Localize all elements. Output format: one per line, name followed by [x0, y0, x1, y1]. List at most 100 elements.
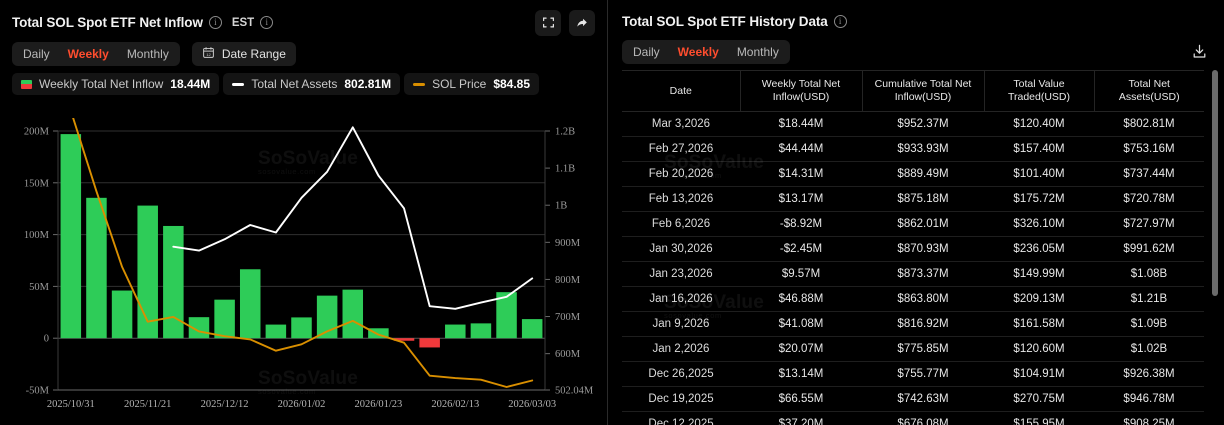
date-range-label: Date Range [221, 47, 286, 61]
table-tab-monthly[interactable]: Monthly [736, 44, 779, 59]
table-row[interactable]: Jan 23,2026 $9.57M $873.37M $149.99M $1.08B [622, 261, 1204, 288]
cell-cumulative-net-inflow: $775.85M [862, 336, 984, 363]
chart-panel: Total SOL Spot ETF Net Inflow i EST i Da… [0, 0, 608, 425]
bar-2026/02/13[interactable] [445, 324, 466, 339]
col-header-date[interactable]: Date [622, 70, 740, 113]
cell-date: Mar 3,2026 [622, 111, 740, 138]
bar-2025/12/19[interactable] [239, 269, 261, 339]
cell-total-value-traded: $120.40M [984, 111, 1094, 138]
tab-weekly[interactable]: Weekly [67, 47, 109, 61]
tab-daily[interactable]: Daily [23, 47, 50, 61]
est-info-icon[interactable]: i [260, 16, 274, 29]
cell-total-net-assets: $991.62M [1094, 236, 1204, 263]
axis-tick-x-2025/10/31: 2025/10/31 [47, 399, 95, 410]
bar-2026/01/09[interactable] [316, 295, 338, 339]
date-range-button[interactable]: 12 Date Range [191, 42, 296, 66]
bar-2026/02/20[interactable] [470, 323, 492, 339]
legend-item-net-inflow[interactable]: Weekly Total Net Inflow 18.44M [12, 73, 220, 95]
cell-date: Feb 13,2026 [622, 186, 740, 213]
legend-label-net-inflow: Weekly Total Net Inflow [39, 77, 164, 91]
cell-weekly-net-inflow: $9.57M [740, 261, 862, 288]
legend-item-total-net-assets[interactable]: Total Net Assets 802.81M [223, 73, 401, 95]
cell-date: Jan 30,2026 [622, 236, 740, 263]
axis-tick-x-2026/01/23: 2026/01/23 [354, 399, 402, 410]
history-table-scroll-container[interactable]: Date Weekly Total Net Inflow(USD) Cumula… [622, 70, 1210, 425]
cell-total-net-assets: $946.78M [1094, 386, 1204, 413]
bar-2026/01/23[interactable] [368, 328, 389, 339]
cell-total-value-traded: $236.05M [984, 236, 1094, 263]
line-total-net-assets[interactable] [172, 126, 534, 310]
bar-2026/01/16[interactable] [342, 289, 364, 339]
table-row[interactable]: Feb 6,2026 -$8.92M $862.01M $326.10M $727.97… [622, 211, 1204, 238]
bar-2025/11/14[interactable] [111, 290, 133, 339]
axis-tick-right-1.2B: 1.2B [555, 127, 575, 138]
table-tab-weekly[interactable]: Weekly [677, 44, 719, 59]
axis-tick-x-2026/02/13: 2026/02/13 [431, 399, 479, 410]
bar-2025/11/07[interactable] [86, 197, 107, 339]
table-tab-daily[interactable]: Daily [633, 44, 660, 59]
cell-total-net-assets: $737.44M [1094, 161, 1204, 188]
legend-label-total-net-assets: Total Net Assets [251, 77, 338, 91]
bar-2026/01/02[interactable] [291, 317, 312, 339]
bar-2026/02/06[interactable] [419, 338, 440, 348]
table-scrollbar[interactable] [1212, 70, 1218, 425]
table-row[interactable]: Dec 19,2025 $66.55M $742.63M $270.75M $946.7… [622, 386, 1204, 413]
table-row[interactable]: Dec 12,2025 $37.20M $676.08M $155.95M $908.2… [622, 411, 1204, 425]
chart-svg: -50M 0 50M 100M 150M 200M 502.04M 600M 700M 800M 9… [24, 118, 594, 410]
col-header-total-value-traded[interactable]: Total Value Traded(USD) [983, 70, 1094, 113]
info-icon[interactable]: i [208, 16, 222, 29]
col-header-weekly-net-inflow[interactable]: Weekly Total Net Inflow(USD) [739, 70, 862, 113]
table-row[interactable]: Feb 27,2026 $44.44M $933.93M $157.40M $753.1… [622, 136, 1204, 163]
cell-total-net-assets: $1.09B [1094, 311, 1204, 338]
cell-total-value-traded: $161.58M [984, 311, 1094, 338]
col-header-total-net-assets[interactable]: Total Net Assets(USD) [1093, 70, 1204, 113]
axis-tick-x-2026/01/02: 2026/01/02 [278, 399, 326, 410]
cell-total-net-assets: $753.16M [1094, 136, 1204, 163]
cell-total-value-traded: $101.40M [984, 161, 1094, 188]
download-icon[interactable] [1188, 41, 1210, 63]
line-sol-price[interactable] [71, 118, 534, 388]
cell-total-value-traded: $326.10M [984, 211, 1094, 238]
cell-total-value-traded: $157.40M [984, 136, 1094, 163]
table-row[interactable]: Feb 20,2026 $14.31M $889.49M $101.40M $737.4… [622, 161, 1204, 188]
bar-2026/03/03[interactable] [521, 319, 543, 339]
bar-2026/01/30[interactable] [393, 338, 415, 341]
bar-2025/11/28[interactable] [163, 225, 184, 339]
cell-date: Jan 23,2026 [622, 261, 740, 288]
bar-2025/12/26[interactable] [265, 324, 287, 339]
col-header-cumulative-net-inflow[interactable]: Cumulative Total Net Inflow(USD) [861, 70, 984, 113]
table-info-icon[interactable]: i [833, 15, 847, 28]
table-row[interactable]: Dec 26,2025 $13.14M $755.77M $104.91M $926.3… [622, 361, 1204, 388]
expand-icon[interactable] [535, 9, 561, 36]
table-scrollbar-thumb[interactable] [1212, 70, 1218, 296]
cell-weekly-net-inflow: $44.44M [740, 136, 862, 163]
cell-total-value-traded: $155.95M [984, 411, 1094, 425]
axis-tick-right-1B: 1B [555, 201, 567, 212]
history-table: Date Weekly Total Net Inflow(USD) Cumula… [622, 70, 1204, 425]
bar-2025/11/21[interactable] [137, 205, 158, 339]
legend-value-total-net-assets: 802.81M [344, 77, 392, 91]
cell-total-net-assets: $1.02B [1094, 336, 1204, 363]
axis-tick-right-600M: 600M [555, 349, 581, 360]
share-icon[interactable] [569, 9, 595, 36]
chart-plot-area[interactable]: -50M 0 50M 100M 150M 200M 502.04M 600M 700M 800M 9… [0, 118, 608, 425]
axis-tick-left-100M: 100M [24, 230, 50, 241]
cell-weekly-net-inflow: $20.07M [740, 336, 862, 363]
cell-total-net-assets: $727.97M [1094, 211, 1204, 238]
bar-2025/12/12[interactable] [214, 299, 235, 339]
bar-2025/10/31[interactable] [60, 134, 82, 339]
cell-weekly-net-inflow: $13.14M [740, 361, 862, 388]
table-row[interactable]: Mar 3,2026 $18.44M $952.37M $120.40M $802.81… [622, 111, 1204, 138]
cell-cumulative-net-inflow: $952.37M [862, 111, 984, 138]
cell-date: Feb 6,2026 [622, 211, 740, 238]
table-row[interactable]: Jan 30,2026 -$2.45M $870.93M $236.05M $991.6… [622, 236, 1204, 263]
table-row[interactable]: Jan 9,2026 $41.08M $816.92M $161.58M $1.09B [622, 311, 1204, 338]
table-row[interactable]: Jan 2,2026 $20.07M $775.85M $120.60M $1.02B [622, 336, 1204, 363]
table-row[interactable]: Feb 13,2026 $13.17M $875.18M $175.72M $720.7… [622, 186, 1204, 213]
cell-total-value-traded: $149.99M [984, 261, 1094, 288]
legend-item-sol-price[interactable]: SOL Price $84.85 [404, 73, 540, 95]
svg-text:12: 12 [206, 52, 211, 57]
bar-2026/02/27[interactable] [496, 292, 517, 339]
table-row[interactable]: Jan 16,2026 $46.88M $863.80M $209.13M $1.21B [622, 286, 1204, 313]
tab-monthly[interactable]: Monthly [126, 47, 169, 61]
